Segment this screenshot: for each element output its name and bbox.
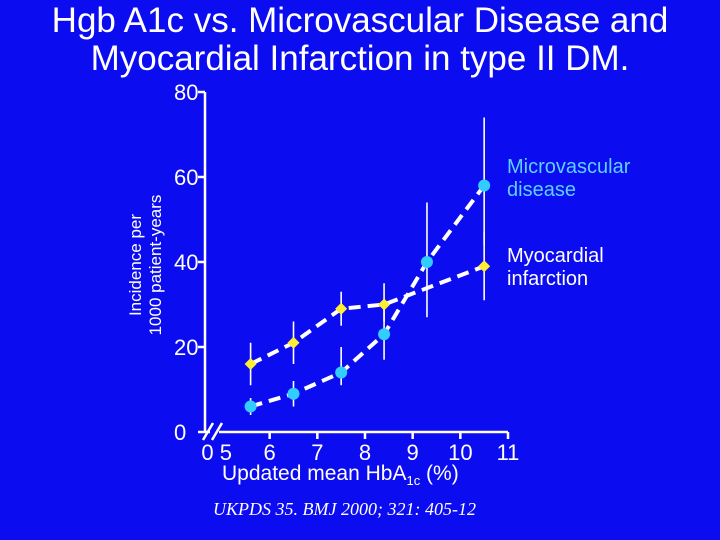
x-tick-label: 6 [264, 440, 276, 465]
x-axis-label-main: A [392, 462, 407, 485]
confidence-intervals-layer [249, 117, 485, 415]
y-tick-label: 40 [174, 250, 198, 275]
series-label-microvascular: Microvascular disease [507, 156, 630, 202]
data-point-myocardial [378, 298, 391, 311]
y-tick-label: 60 [174, 165, 198, 190]
chart-title: Hgb A1c vs. Microvascular Disease and My… [0, 2, 720, 78]
data-point-microvascular [378, 328, 391, 341]
series-label-myocardial-line-2: infarction [507, 268, 589, 290]
x-tick-label: 11 [497, 440, 520, 465]
data-point-microvascular [244, 400, 257, 413]
data-point-myocardial [335, 302, 348, 315]
x-tick-label: 7 [311, 440, 323, 465]
chart-title-line-2: Myocardial Infarction in type II DM. [90, 39, 630, 78]
series-label-microvascular-line-2: disease [507, 179, 576, 201]
tick-labels-layer: 0 20 40 60 80 0 5 6 7 8 9 10 11 [174, 80, 519, 465]
data-point-microvascular [420, 256, 433, 268]
x-tick-label: 8 [359, 440, 371, 465]
data-point-microvascular [287, 387, 300, 400]
series-label-myocardial: Myocardial infarction [507, 245, 604, 291]
data-point-myocardial [244, 358, 257, 370]
data-point-microvascular [335, 366, 348, 379]
data-point-myocardial [478, 260, 491, 273]
y-tick-label: 20 [174, 335, 198, 360]
x-tick-label: 0 5 [201, 440, 232, 465]
series-line-microvascular [250, 184, 486, 409]
x-axis-label-prefix: Updated mean Hb [222, 462, 393, 485]
x-tick-label: 9 [407, 440, 419, 465]
series-label-microvascular-line-1: Microvascular [507, 156, 631, 178]
axis-break-mark [201, 422, 215, 441]
axes-layer [198, 90, 510, 441]
series-lines-layer [249, 184, 486, 409]
data-point-myocardial [287, 336, 300, 349]
x-axis-label: Updated mean HbA1c (%) [222, 462, 459, 488]
series-line-myocardial [249, 264, 485, 366]
x-axis-label-suffix: (%) [420, 462, 459, 485]
axis-break-mark [210, 422, 224, 441]
data-point-microvascular [478, 179, 491, 192]
x-axis-label-subscript: 1c [406, 473, 421, 489]
x-tick-label: 10 [448, 440, 472, 465]
y-tick-label: 0 [174, 420, 186, 445]
markers-layer [244, 179, 491, 413]
y-tick-label: 80 [174, 80, 198, 105]
series-label-myocardial-line-1: Myocardial [507, 245, 604, 267]
chart-title-line-1: Hgb A1c vs. Microvascular Disease and [51, 1, 669, 40]
citation: UKPDS 35. BMJ 2000; 321: 405-12 [213, 499, 476, 519]
